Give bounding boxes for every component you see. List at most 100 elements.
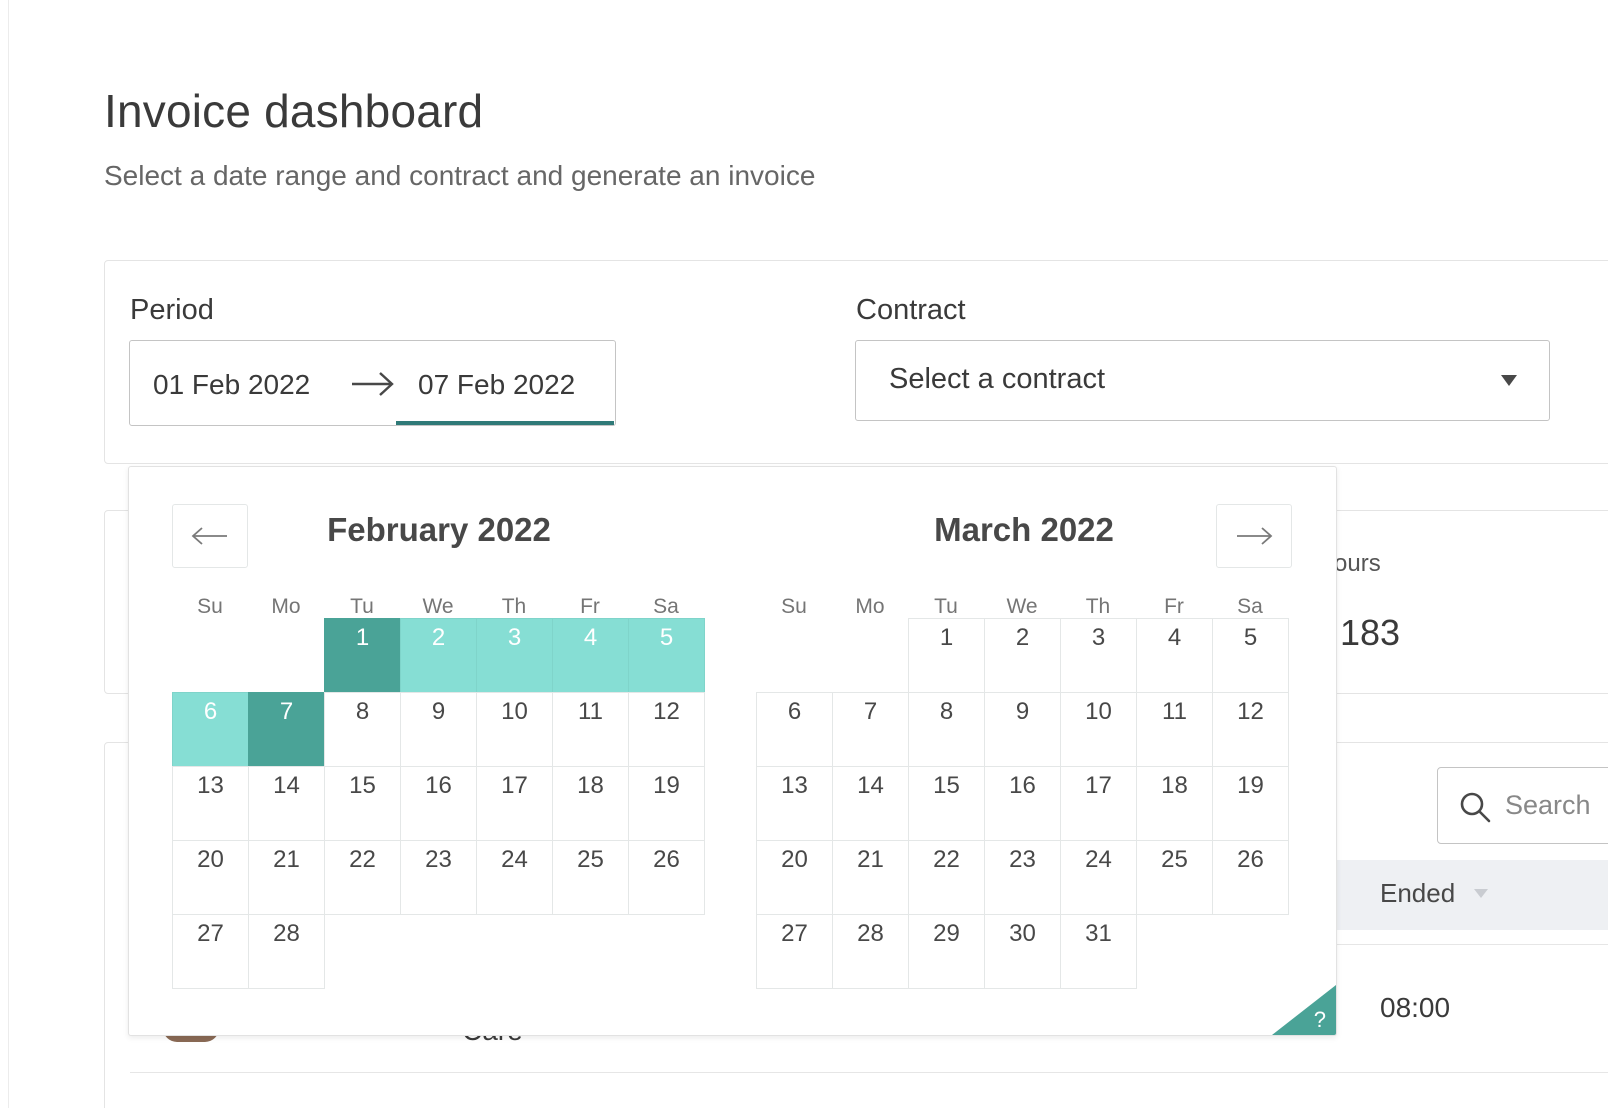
month-title: March 2022 bbox=[934, 511, 1114, 548]
calendar-day[interactable]: 6 bbox=[756, 692, 833, 767]
calendar-day[interactable]: 17 bbox=[1060, 766, 1137, 841]
help-icon[interactable]: ? bbox=[1313, 1007, 1326, 1032]
calendar-day[interactable]: 29 bbox=[908, 914, 985, 989]
calendar-day[interactable]: 27 bbox=[172, 914, 249, 989]
calendar-day[interactable]: 2 bbox=[984, 618, 1061, 693]
calendar-day[interactable]: 20 bbox=[172, 840, 249, 915]
calendar-day[interactable]: 2 bbox=[400, 618, 477, 693]
start-date-input[interactable]: 01 Feb 2022 bbox=[153, 369, 311, 400]
contract-select-value: Select a contract bbox=[889, 363, 1105, 395]
weekday-label: We bbox=[422, 595, 454, 618]
calendar-day[interactable]: 11 bbox=[552, 692, 629, 767]
column-header-ended[interactable]: Ended bbox=[1380, 878, 1456, 908]
calendar-day[interactable]: 27 bbox=[756, 914, 833, 989]
calendar-grid-march: 1 2 3 4 5 6 7 8 9 10 11 12 13 14 15 16 17 18 19 20 21 22 23 24 2… bbox=[756, 618, 1289, 990]
calendar-day[interactable]: 19 bbox=[628, 766, 705, 841]
calendar-day[interactable]: 9 bbox=[400, 692, 477, 767]
calendar-day[interactable]: 24 bbox=[476, 840, 553, 915]
calendar-day[interactable]: 10 bbox=[476, 692, 553, 767]
calendar-day[interactable]: 14 bbox=[832, 766, 909, 841]
weekday-label: Sa bbox=[653, 595, 679, 618]
calendar-day[interactable]: 25 bbox=[552, 840, 629, 915]
contract-select[interactable]: Select a contract bbox=[855, 340, 1550, 421]
table-header bbox=[1335, 860, 1608, 930]
calendar-day[interactable]: 22 bbox=[908, 840, 985, 915]
sort-caret-icon[interactable] bbox=[1474, 889, 1488, 898]
calendar-day[interactable]: 23 bbox=[400, 840, 477, 915]
calendar-day[interactable]: 12 bbox=[628, 692, 705, 767]
next-month-button[interactable] bbox=[1216, 504, 1292, 568]
search-input[interactable]: Search bbox=[1437, 767, 1608, 844]
calendar-day[interactable]: 16 bbox=[984, 766, 1061, 841]
calendar-day[interactable]: 8 bbox=[324, 692, 401, 767]
date-range-input[interactable]: 01 Feb 2022 07 Feb 2022 bbox=[129, 340, 616, 426]
weekday-label: Th bbox=[501, 595, 527, 618]
calendar-day[interactable]: 4 bbox=[552, 618, 629, 693]
weekday-label: Mo bbox=[271, 595, 301, 618]
table-cell-ended: 08:00 bbox=[1380, 992, 1451, 1023]
calendar-day[interactable]: 20 bbox=[756, 840, 833, 915]
calendar-day[interactable]: 17 bbox=[476, 766, 553, 841]
page-title: Invoice dashboard bbox=[104, 85, 484, 137]
calendar-day[interactable]: 26 bbox=[628, 840, 705, 915]
weekday-label: Fr bbox=[580, 595, 600, 618]
calendar-day[interactable]: 24 bbox=[1060, 840, 1137, 915]
calendar-day[interactable]: 21 bbox=[832, 840, 909, 915]
calendar-day[interactable]: 31 bbox=[1060, 914, 1137, 989]
calendar-day[interactable]: 1 bbox=[908, 618, 985, 693]
calendar-day[interactable]: 8 bbox=[908, 692, 985, 767]
calendar-day[interactable]: 11 bbox=[1136, 692, 1213, 767]
calendar-day[interactable]: 22 bbox=[324, 840, 401, 915]
calendar-day[interactable]: 28 bbox=[832, 914, 909, 989]
calendar-day[interactable]: 7 bbox=[832, 692, 909, 767]
row-divider bbox=[130, 1072, 1608, 1073]
calendar-day[interactable]: 23 bbox=[984, 840, 1061, 915]
end-date-input[interactable]: 07 Feb 2022 bbox=[418, 369, 576, 400]
calendar-day[interactable]: 26 bbox=[1212, 840, 1289, 915]
weekday-label: Tu bbox=[350, 595, 374, 618]
arrow-right-icon bbox=[1237, 527, 1273, 545]
weekday-label: We bbox=[1006, 595, 1038, 618]
date-picker-popup: February 2022 March 2022 Su Mo Tu We Th Fr Sa … bbox=[128, 466, 1337, 1036]
search-icon bbox=[1460, 792, 1491, 823]
calendar-day[interactable]: 6 bbox=[172, 692, 249, 767]
stats-label: ours bbox=[1334, 550, 1381, 577]
contract-label: Contract bbox=[856, 294, 966, 326]
calendar-day[interactable]: 1 bbox=[324, 618, 401, 693]
calendar-day[interactable]: 12 bbox=[1212, 692, 1289, 767]
left-rule bbox=[8, 0, 9, 1108]
calendar-day[interactable]: 15 bbox=[324, 766, 401, 841]
calendar-day[interactable]: 5 bbox=[1212, 618, 1289, 693]
weekday-header: Su Mo Tu We Th Fr Sa bbox=[172, 595, 704, 619]
keyboard-shortcuts-button[interactable] bbox=[1272, 985, 1336, 1035]
weekday-label: Tu bbox=[934, 595, 958, 618]
calendar-day[interactable]: 13 bbox=[756, 766, 833, 841]
calendar-day[interactable]: 25 bbox=[1136, 840, 1213, 915]
calendar-day[interactable]: 3 bbox=[1060, 618, 1137, 693]
calendar-day[interactable]: 19 bbox=[1212, 766, 1289, 841]
arrow-left-icon bbox=[191, 527, 227, 545]
calendar-day[interactable]: 4 bbox=[1136, 618, 1213, 693]
calendar-day[interactable]: 30 bbox=[984, 914, 1061, 989]
calendar-day[interactable]: 7 bbox=[248, 692, 325, 767]
calendar-day[interactable]: 15 bbox=[908, 766, 985, 841]
calendar-day[interactable]: 16 bbox=[400, 766, 477, 841]
weekday-label: Mo bbox=[855, 595, 885, 618]
calendar-day[interactable]: 9 bbox=[984, 692, 1061, 767]
arrow-right-icon bbox=[352, 372, 394, 396]
calendar-day[interactable]: 13 bbox=[172, 766, 249, 841]
prev-month-button[interactable] bbox=[172, 504, 248, 568]
search-placeholder: Search bbox=[1505, 790, 1591, 820]
calendar-day[interactable]: 18 bbox=[1136, 766, 1213, 841]
weekday-header: Su Mo Tu We Th Fr Sa bbox=[756, 595, 1288, 619]
calendar-day[interactable]: 18 bbox=[552, 766, 629, 841]
weekday-label: Sa bbox=[1237, 595, 1263, 618]
calendar-day[interactable]: 3 bbox=[476, 618, 553, 693]
calendar-day[interactable]: 28 bbox=[248, 914, 325, 989]
calendar-grid-february: 1 2 3 4 5 6 7 8 9 10 11 12 13 14 15 16 17 18 19 20 21 22 23 24 2… bbox=[172, 618, 705, 990]
end-date-focus-underline bbox=[396, 421, 614, 425]
calendar-day[interactable]: 10 bbox=[1060, 692, 1137, 767]
calendar-day[interactable]: 14 bbox=[248, 766, 325, 841]
calendar-day[interactable]: 5 bbox=[628, 618, 705, 693]
calendar-day[interactable]: 21 bbox=[248, 840, 325, 915]
